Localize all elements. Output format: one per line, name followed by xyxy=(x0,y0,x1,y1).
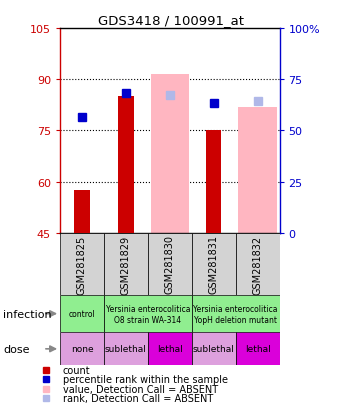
Bar xyxy=(104,295,192,332)
Text: lethal: lethal xyxy=(245,344,271,354)
Text: none: none xyxy=(71,344,93,354)
Text: GSM281830: GSM281830 xyxy=(165,235,175,294)
Text: dose: dose xyxy=(3,344,30,354)
Text: percentile rank within the sample: percentile rank within the sample xyxy=(63,375,228,385)
Bar xyxy=(238,107,277,233)
Bar xyxy=(151,75,189,233)
Bar xyxy=(60,332,104,366)
Bar xyxy=(148,332,192,366)
Text: GSM281829: GSM281829 xyxy=(121,235,131,294)
Text: infection: infection xyxy=(3,309,52,319)
Text: GSM281832: GSM281832 xyxy=(252,235,263,294)
Text: value, Detection Call = ABSENT: value, Detection Call = ABSENT xyxy=(63,384,218,394)
Text: GSM281831: GSM281831 xyxy=(209,235,219,294)
Bar xyxy=(236,233,280,295)
Bar xyxy=(192,332,236,366)
Bar xyxy=(192,295,280,332)
Bar xyxy=(104,332,148,366)
Bar xyxy=(104,233,148,295)
Text: sublethal: sublethal xyxy=(193,344,235,354)
Bar xyxy=(118,97,133,233)
Bar xyxy=(236,332,280,366)
Text: Yersinia enterocolitica
YopH deletion mutant: Yersinia enterocolitica YopH deletion mu… xyxy=(193,304,278,324)
Bar xyxy=(60,233,104,295)
Text: GDS3418 / 100991_at: GDS3418 / 100991_at xyxy=(98,14,245,27)
Text: Yersinia enterocolitica
O8 strain WA-314: Yersinia enterocolitica O8 strain WA-314 xyxy=(106,304,190,324)
Text: lethal: lethal xyxy=(157,344,183,354)
Bar xyxy=(60,295,104,332)
Bar xyxy=(148,233,192,295)
Text: count: count xyxy=(63,365,91,375)
Bar xyxy=(206,131,221,233)
Bar xyxy=(74,191,90,233)
Text: control: control xyxy=(69,309,95,318)
Text: GSM281825: GSM281825 xyxy=(77,235,87,294)
Text: sublethal: sublethal xyxy=(105,344,147,354)
Text: rank, Detection Call = ABSENT: rank, Detection Call = ABSENT xyxy=(63,393,213,403)
Bar xyxy=(192,233,236,295)
